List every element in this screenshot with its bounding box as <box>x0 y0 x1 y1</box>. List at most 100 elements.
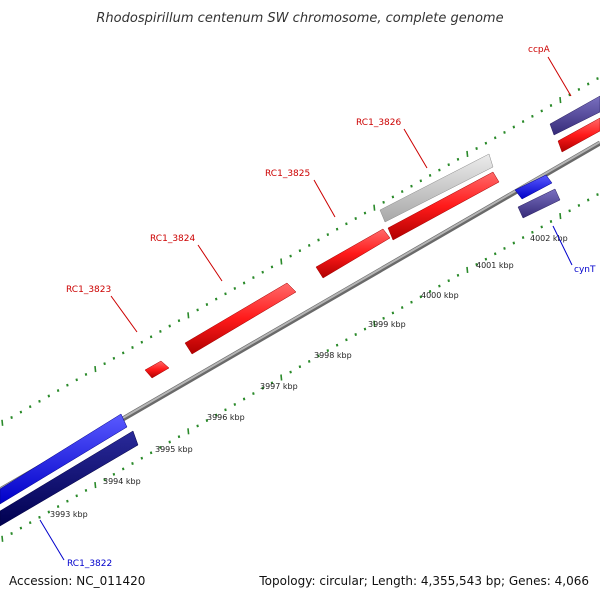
minor-tick <box>270 265 274 269</box>
minor-tick <box>363 211 367 215</box>
label-rc1-3826[interactable]: RC1_3826 <box>356 118 401 128</box>
major-tick <box>280 258 283 265</box>
major-tick <box>1 419 4 426</box>
major-tick <box>373 320 376 327</box>
label-rc1-3825[interactable]: RC1_3825 <box>265 169 310 179</box>
label-rc1-3823[interactable]: RC1_3823 <box>66 285 111 295</box>
major-tick <box>373 204 376 211</box>
minor-tick <box>10 416 13 419</box>
minor-tick <box>540 225 543 229</box>
minor-tick <box>326 233 330 237</box>
minor-tick <box>66 499 69 503</box>
gene-rc1-3824[interactable] <box>184 282 297 355</box>
gene-rc1-3823[interactable] <box>144 360 170 379</box>
minor-tick <box>456 273 460 277</box>
topology-text: Topology: circular; Length: 4,355,543 bp… <box>258 574 589 588</box>
minor-tick <box>56 505 60 509</box>
minor-tick <box>149 451 153 455</box>
scale-label-3996: 3996 kbp <box>207 413 245 422</box>
leader-cynt <box>552 225 573 266</box>
minor-tick <box>84 372 88 376</box>
minor-tick <box>224 292 227 296</box>
gene-rc1-3825[interactable] <box>315 228 391 279</box>
scale-label-3994: 3994 kbp <box>103 477 141 486</box>
scale-label-3993: 3993 kbp <box>50 510 88 519</box>
major-tick <box>559 97 562 104</box>
minor-tick <box>242 281 246 285</box>
gene-cynt[interactable] <box>514 174 553 200</box>
scale-label-4000: 4000 kbp <box>421 291 459 300</box>
label-rc1-3822[interactable]: RC1_3822 <box>67 559 112 569</box>
minor-tick <box>400 306 404 310</box>
major-tick <box>559 213 562 220</box>
minor-tick <box>196 424 199 428</box>
minor-tick <box>289 370 292 374</box>
minor-tick <box>382 200 385 204</box>
leader-rc1-3825 <box>313 179 336 218</box>
minor-tick <box>596 77 599 81</box>
minor-tick <box>475 263 478 266</box>
minor-tick <box>270 381 274 385</box>
minor-tick <box>326 349 330 353</box>
minor-tick <box>261 386 264 390</box>
minor-tick <box>131 346 134 349</box>
minor-tick <box>456 157 460 161</box>
minor-tick <box>382 316 385 320</box>
minor-tick <box>512 241 516 245</box>
label-cynt[interactable]: cynT <box>574 265 596 275</box>
minor-tick <box>521 120 525 124</box>
gene-rc1-3826[interactable] <box>379 153 494 223</box>
minor-tick <box>586 198 590 202</box>
minor-tick <box>38 515 41 519</box>
minor-tick <box>298 365 302 369</box>
minor-tick <box>168 324 171 328</box>
minor-tick <box>503 246 506 250</box>
minor-tick <box>531 230 534 234</box>
minor-tick <box>224 408 227 412</box>
gene-ccpa-orf[interactable] <box>557 117 600 153</box>
leader-rc1-3824 <box>197 244 223 282</box>
gene-cynt-orf[interactable] <box>517 188 561 219</box>
minor-tick <box>438 284 441 288</box>
accession-text: Accession: NC_011420 <box>9 574 145 588</box>
minor-tick <box>447 279 450 283</box>
minor-tick <box>307 359 311 363</box>
minor-tick <box>345 338 348 342</box>
minor-tick <box>596 193 599 197</box>
minor-tick <box>47 510 51 514</box>
minor-tick <box>131 462 134 465</box>
minor-tick <box>168 440 171 444</box>
gene-ccpa[interactable] <box>549 95 600 136</box>
minor-tick <box>503 130 506 134</box>
gene-rc1-3822-orf[interactable] <box>0 430 139 527</box>
minor-tick <box>428 173 432 177</box>
minor-tick <box>549 220 553 223</box>
minor-tick <box>484 257 488 261</box>
label-ccpa[interactable]: ccpA <box>528 45 551 55</box>
minor-tick <box>121 351 125 355</box>
minor-tick <box>493 136 497 140</box>
major-tick <box>94 366 97 373</box>
minor-tick <box>121 467 125 471</box>
minor-tick <box>531 114 534 118</box>
minor-tick <box>112 356 116 360</box>
label-rc1-3824[interactable]: RC1_3824 <box>150 234 195 244</box>
minor-tick <box>317 238 320 242</box>
minor-tick <box>298 249 302 253</box>
minor-tick <box>391 311 395 315</box>
scale-label-3998: 3998 kbp <box>314 351 352 360</box>
minor-tick <box>410 184 413 188</box>
minor-tick <box>103 362 106 366</box>
minor-tick <box>475 147 478 150</box>
minor-tick <box>568 209 571 213</box>
minor-tick <box>493 252 497 256</box>
leader-ccpa <box>547 56 572 97</box>
gene-rc1-3822[interactable] <box>0 413 128 505</box>
minor-tick <box>177 319 181 323</box>
scale-label-3997: 3997 kbp <box>260 382 298 391</box>
gene-rc1-3826-orf[interactable] <box>387 171 500 241</box>
minor-tick <box>19 526 23 530</box>
minor-tick <box>354 333 357 336</box>
leader-rc1-3822 <box>39 519 65 561</box>
major-tick <box>94 482 97 489</box>
